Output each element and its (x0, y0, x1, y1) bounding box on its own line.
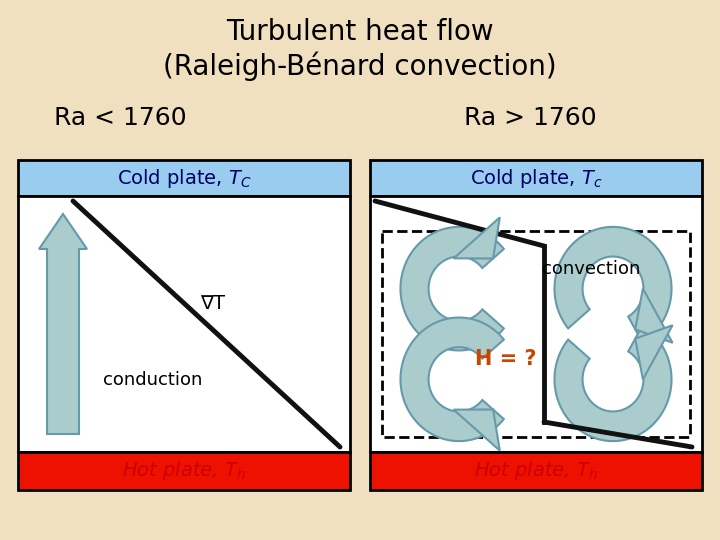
Text: Cold plate, $\mathit{T}_c$: Cold plate, $\mathit{T}_c$ (469, 166, 602, 190)
Text: Ra < 1760: Ra < 1760 (54, 106, 186, 130)
Polygon shape (554, 227, 672, 342)
Text: convection: convection (542, 260, 640, 278)
Polygon shape (400, 227, 504, 350)
Polygon shape (400, 318, 504, 441)
Bar (370, 452, 702, 490)
Text: H = ?: H = ? (475, 349, 536, 369)
Polygon shape (635, 325, 672, 380)
Text: conduction: conduction (103, 372, 203, 389)
Text: Hot plate, $\mathit{T}_h$: Hot plate, $\mathit{T}_h$ (122, 460, 246, 483)
Bar (18, 160, 350, 196)
Text: (Raleigh-Bénard convection): (Raleigh-Bénard convection) (163, 51, 557, 81)
Text: Ra > 1760: Ra > 1760 (464, 106, 596, 130)
Bar (18, 196, 350, 452)
Bar (370, 160, 702, 196)
Bar (382, 231, 690, 437)
Text: ∇T: ∇T (200, 294, 225, 313)
Text: Cold plate, $\mathit{T}_C$: Cold plate, $\mathit{T}_C$ (117, 166, 251, 190)
Polygon shape (635, 288, 672, 343)
Polygon shape (454, 218, 500, 259)
Text: Hot plate, $\mathit{T}_h$: Hot plate, $\mathit{T}_h$ (474, 460, 598, 483)
Polygon shape (454, 409, 500, 450)
Bar (18, 452, 350, 490)
Text: Turbulent heat flow: Turbulent heat flow (226, 18, 494, 46)
Polygon shape (554, 326, 672, 441)
FancyArrow shape (39, 214, 87, 434)
Bar (370, 196, 702, 452)
